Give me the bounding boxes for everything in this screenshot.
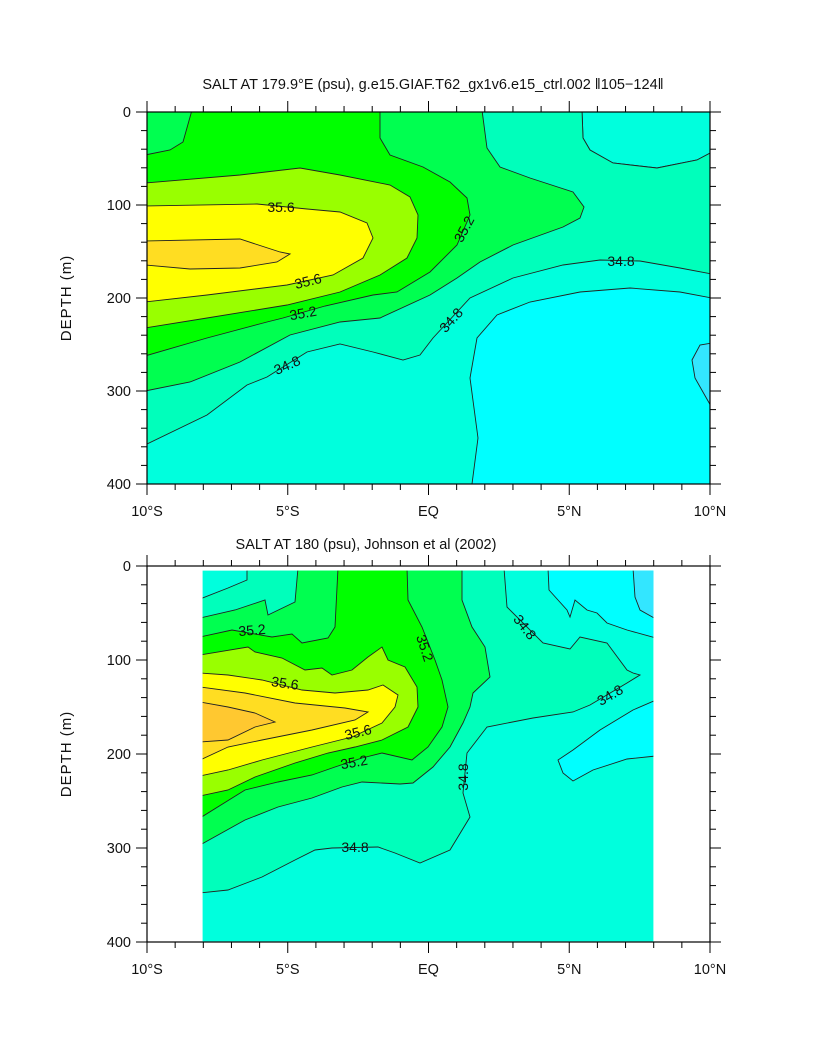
contour-label: 35.2: [238, 621, 267, 639]
y-tick-label: 100: [107, 198, 131, 214]
x-tick-label: EQ: [418, 962, 439, 978]
band-lt34.4: [632, 570, 654, 619]
panel1-ylabel: DEPTH (m): [58, 255, 75, 342]
contour-label: 34.8: [607, 253, 634, 269]
panel2-ylabel: DEPTH (m): [58, 711, 75, 798]
x-tick-label: 10°N: [694, 962, 726, 978]
contour-label: 35.6: [293, 270, 324, 292]
y-tick-label: 0: [123, 105, 131, 121]
y-tick-label: 200: [107, 747, 131, 763]
x-tick-label: 5°S: [276, 962, 300, 978]
contour-label: 34.8: [455, 763, 471, 790]
contour-label: 35.2: [288, 303, 318, 324]
panel1-axes: 10°S 5°S EQ 5°N 10°N 0 100 200 300 400: [107, 101, 726, 520]
y-tick-label: 300: [107, 384, 131, 400]
y-tick-label: 400: [107, 935, 131, 951]
y-tick-label: 0: [123, 559, 131, 575]
y-tick-label: 200: [107, 291, 131, 307]
band-35.8: [202, 686, 370, 760]
x-tick-label: 10°N: [694, 504, 726, 520]
x-tick-label: 5°N: [557, 962, 581, 978]
x-tick-label: 10°S: [131, 504, 163, 520]
band-lt34.4: [691, 342, 710, 405]
contour-label: 34.8: [341, 839, 368, 855]
panel2-title: SALT AT 180 (psu), Johnson et al (2002): [236, 537, 497, 553]
contour-label: 35.6: [267, 199, 294, 215]
contour-label: 35.6: [270, 673, 299, 693]
band-35.8: [147, 238, 292, 270]
panel2-contours: [202, 570, 654, 942]
x-tick-label: 10°S: [131, 962, 163, 978]
y-tick-label: 300: [107, 841, 131, 857]
band-34.4-tongue: [557, 700, 654, 782]
panel1-title: SALT AT 179.9°E (psu), g.e15.GIAF.T62_gx…: [202, 77, 663, 93]
y-tick-label: 400: [107, 477, 131, 493]
band-34.4-top: [547, 570, 654, 638]
band-34.4-bottom: [469, 287, 710, 484]
contour-label: 35.6: [343, 721, 374, 743]
contour-label: 35.2: [339, 752, 369, 773]
y-tick-label: 100: [107, 653, 131, 669]
band-36.0: [202, 702, 277, 743]
panel1-contours: [147, 112, 710, 484]
panel2-axes: 10°S 5°S EQ 5°N 10°N 0 100 200 300 400: [107, 555, 726, 978]
x-tick-label: EQ: [418, 504, 439, 520]
x-tick-label: 5°N: [557, 504, 581, 520]
x-tick-label: 5°S: [276, 504, 300, 520]
